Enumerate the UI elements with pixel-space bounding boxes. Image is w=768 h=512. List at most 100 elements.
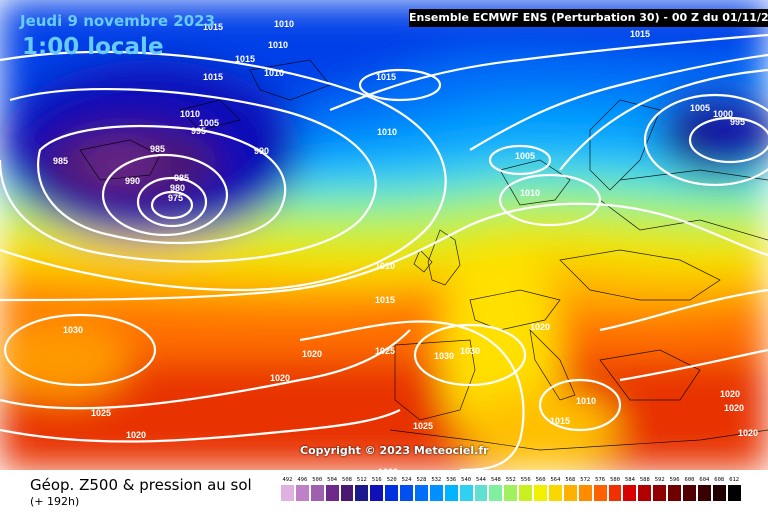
scale-label: 496	[297, 477, 308, 483]
scale-cell: 588	[637, 476, 652, 502]
copyright-text: Copyright © 2023 Meteociel.fr	[300, 444, 489, 457]
geopotential-field	[0, 0, 768, 470]
isobar-label: 985	[150, 144, 165, 154]
scale-swatch	[474, 485, 488, 501]
scale-swatch	[310, 485, 324, 501]
scale-label: 536	[446, 477, 457, 483]
scale-label: 520	[386, 477, 397, 483]
model-run-banner: Ensemble ECMWF ENS (Perturbation 30) - 0…	[409, 9, 768, 27]
isobar-label: 1020	[378, 467, 398, 470]
forecast-date: Jeudi 9 novembre 2023	[20, 12, 216, 30]
isobar-label: 1015	[203, 72, 223, 82]
scale-label: 532	[431, 477, 442, 483]
scale-label: 508	[342, 477, 352, 483]
isobar-label: 995	[191, 126, 206, 136]
color-scale-legend: 492 496 500 504 508 512 516 520 524 528 532 536 540 5…	[280, 476, 742, 502]
scale-swatch	[683, 485, 696, 501]
scale-cell: 572	[578, 476, 593, 502]
scale-swatch	[519, 485, 533, 501]
isobar-label: 1010	[520, 188, 540, 198]
footer-bar: Géop. Z500 & pression au sol (+ 192h) 49…	[0, 470, 768, 512]
isobar-label: 1025	[375, 346, 395, 356]
isobar-label: 1020	[270, 373, 290, 383]
scale-label: 540	[461, 477, 472, 483]
scale-cell: 608	[712, 476, 727, 502]
scale-swatch	[504, 485, 518, 501]
scale-cell: 568	[563, 476, 578, 502]
isobar-label: 1015	[235, 54, 255, 64]
scale-label: 592	[654, 477, 665, 483]
isobar-label: 1010	[375, 261, 395, 271]
scale-cell: 540	[459, 476, 474, 502]
isobar-label: 990	[125, 176, 140, 186]
isobar-label: 1015	[375, 295, 395, 305]
scale-label: 524	[401, 477, 412, 483]
scale-cell: 576	[593, 476, 608, 502]
scale-swatch	[534, 485, 548, 501]
scale-cell: 556	[518, 476, 533, 502]
isobar-label: 1010	[274, 19, 294, 29]
scale-cell: 604	[697, 476, 712, 502]
isobar-label: 1030	[434, 351, 454, 361]
scale-swatch	[653, 485, 667, 501]
scale-swatch	[638, 485, 652, 501]
scale-swatch	[295, 485, 309, 501]
scale-label: 528	[416, 477, 427, 483]
scale-cell: 548	[488, 476, 503, 502]
scale-cell: 524	[399, 476, 414, 502]
scale-label: 588	[639, 477, 650, 483]
isobar-labels: 985 985 980 975 990 985 990 995 1005 101…	[53, 19, 758, 470]
scale-label: 572	[580, 477, 591, 483]
scale-label: 556	[520, 477, 531, 483]
isobar-label: 1015	[630, 29, 650, 39]
isobar-label: 1025	[413, 421, 433, 431]
scale-swatch	[608, 485, 622, 501]
isobar-label: 1020	[738, 428, 758, 438]
scale-swatch	[549, 485, 562, 501]
scale-label: 548	[490, 477, 501, 483]
scale-label: 596	[669, 477, 680, 483]
isobar-label: 985	[174, 173, 189, 183]
scale-cell: 564	[548, 476, 563, 502]
scale-cell: 508	[340, 476, 355, 502]
scale-cell: 552	[503, 476, 518, 502]
scale-cell: 500	[310, 476, 325, 502]
scale-label: 608	[714, 477, 725, 483]
scale-label: 564	[550, 477, 561, 483]
isobar-label: 1020	[302, 349, 322, 359]
scale-cell: 520	[384, 476, 399, 502]
isobar-label: 1020	[724, 403, 744, 413]
isobar-label: 1005	[199, 118, 219, 128]
isobar-label: 980	[170, 183, 185, 193]
scale-swatch	[355, 485, 369, 501]
scale-label: 552	[505, 477, 516, 483]
scale-label: 516	[371, 477, 382, 483]
scale-swatch	[459, 485, 473, 501]
isobar-label: 1020	[720, 389, 740, 399]
isobar-label: 1000	[713, 109, 733, 119]
scale-swatch	[563, 485, 577, 501]
scale-swatch	[697, 485, 711, 501]
scale-label: 544	[476, 477, 486, 483]
isobar-label: 975	[168, 193, 183, 203]
scale-swatch	[340, 485, 354, 501]
scale-swatch	[400, 485, 414, 501]
scale-swatch	[668, 485, 682, 501]
scale-cell: 528	[414, 476, 429, 502]
isobars	[0, 33, 768, 470]
isobar-label: 1005	[515, 151, 535, 161]
scale-swatch	[578, 485, 592, 501]
scale-swatch	[415, 485, 428, 501]
scale-cell: 504	[325, 476, 340, 502]
scale-cell: 580	[608, 476, 623, 502]
lead-time: (+ 192h)	[30, 495, 80, 508]
scale-swatch	[385, 485, 399, 501]
scale-cell: 532	[429, 476, 444, 502]
scale-label: 560	[535, 477, 546, 483]
isobar-label: 985	[53, 156, 68, 166]
scale-swatch	[444, 485, 458, 501]
local-time: 1:00 locale	[22, 34, 164, 60]
map-title: Géop. Z500 & pression au sol	[30, 476, 252, 494]
isobar-label: 1010	[180, 109, 200, 119]
scale-label: 512	[356, 477, 367, 483]
